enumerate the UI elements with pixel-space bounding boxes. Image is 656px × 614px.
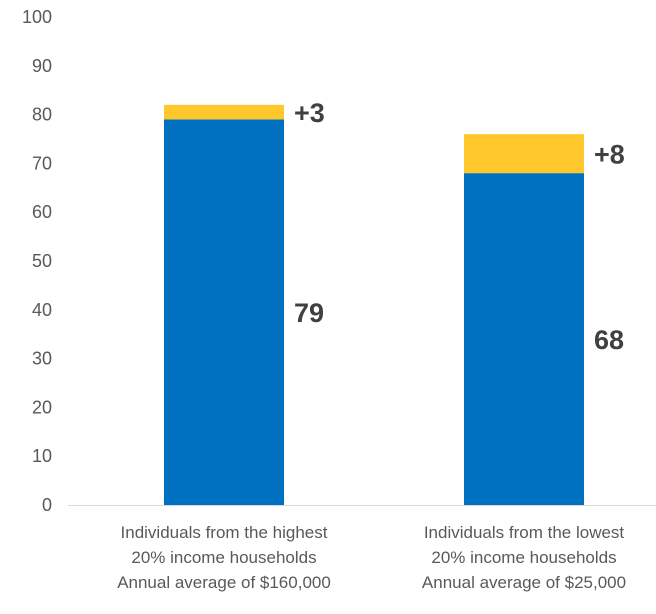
- bar-data-labels: 79 +3 68 +8: [294, 98, 625, 355]
- y-tick-label: 50: [32, 251, 52, 271]
- y-axis-ticks: 0 10 20 30 40 50 60 70 80 90 100: [22, 7, 52, 515]
- y-tick-label: 20: [32, 397, 52, 417]
- y-tick-label: 90: [32, 56, 52, 76]
- y-tick-label: 60: [32, 202, 52, 222]
- category-label-line: 20% income households: [131, 548, 316, 567]
- category-label-line: 20% income households: [431, 548, 616, 567]
- y-tick-label: 0: [42, 495, 52, 515]
- category-label-line: Annual average of $160,000: [117, 573, 331, 592]
- y-tick-label: 10: [32, 446, 52, 466]
- y-tick-label: 80: [32, 105, 52, 125]
- bar-segment: [164, 104, 284, 120]
- y-tick-label: 100: [22, 7, 52, 27]
- bars: [164, 104, 584, 505]
- category-label-line: Individuals from the lowest: [424, 523, 625, 542]
- category-label-line: Annual average of $25,000: [422, 573, 626, 592]
- bar-value-label: 68: [594, 325, 624, 355]
- y-tick-label: 40: [32, 300, 52, 320]
- y-tick-label: 30: [32, 349, 52, 369]
- bar-segment: [464, 134, 584, 174]
- bar-value-label: 79: [294, 298, 324, 328]
- bar-value-label: +8: [594, 140, 625, 170]
- category-label-line: Individuals from the highest: [121, 523, 328, 542]
- bar-value-label: +3: [294, 98, 325, 128]
- category-labels: Individuals from the highest 20% income h…: [117, 523, 626, 592]
- y-tick-label: 70: [32, 153, 52, 173]
- bar-segment: [464, 173, 584, 505]
- bar-segment: [164, 119, 284, 505]
